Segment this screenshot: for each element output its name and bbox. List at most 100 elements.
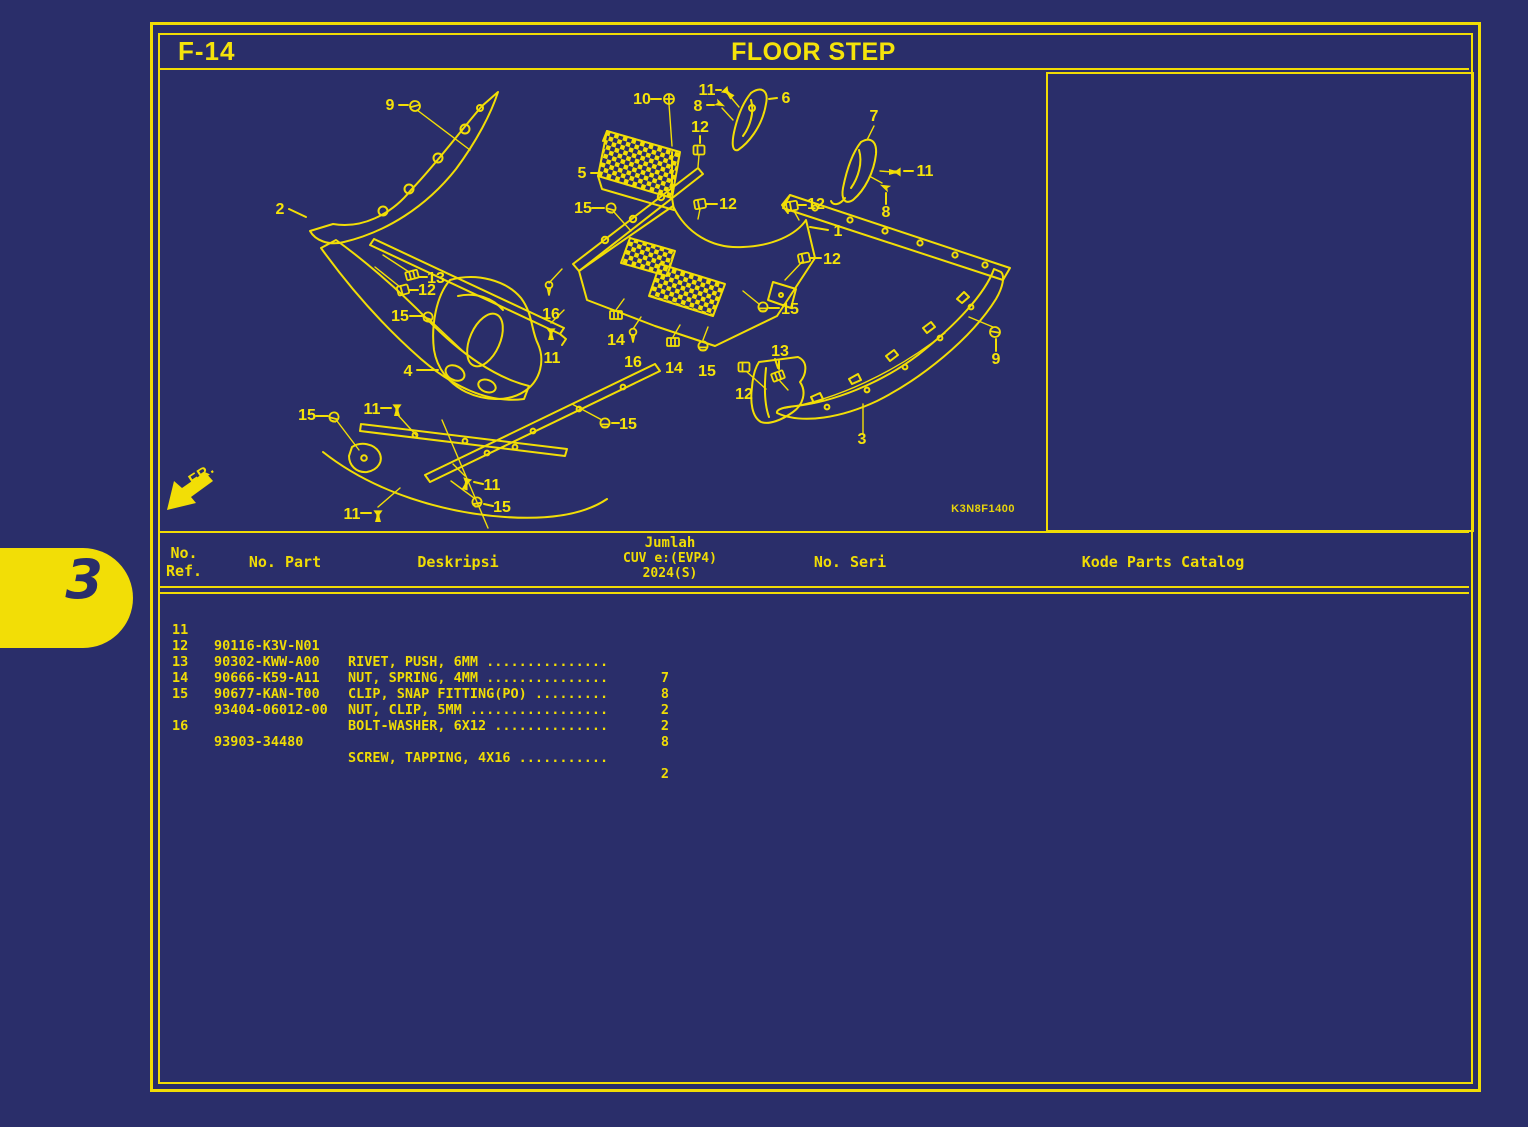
page-title: FLOOR STEP [731, 38, 896, 66]
rivet-icon [372, 509, 384, 523]
part-callout-15: 15 [574, 200, 592, 217]
rivet-icon [459, 476, 474, 492]
cell-desc: BOLT-WASHER, 6X12 .............. [348, 718, 609, 734]
part-callout-12: 12 [823, 251, 841, 268]
content-border [158, 33, 1473, 1084]
part-outlines [309, 88, 1011, 529]
cell-part: 90302-KWW-A00 [214, 654, 320, 670]
cell-part: 90677-KAN-T00 [214, 686, 320, 702]
table-header-rule-2 [158, 592, 1469, 594]
part-callout-12: 12 [719, 196, 737, 213]
part-callout-1: 1 [834, 223, 843, 240]
part-callout-13: 13 [771, 343, 789, 360]
column-header-desc: Deskripsi [417, 553, 499, 571]
cell-ref: 13 [172, 654, 189, 670]
part-callout-16: 16 [624, 354, 642, 371]
part-callout-9: 9 [386, 97, 395, 114]
column-header-part: No. Part [248, 553, 322, 571]
clip-icon [666, 337, 680, 347]
part-callout-15: 15 [619, 416, 637, 433]
cell-qty: 7 [660, 670, 670, 686]
column-header-qty: Jumlah CUV e:(EVP4) 2024(S) [623, 535, 717, 582]
table-row: 13 90666-K59-A11 CLIP, SNAP FITTING(PO) … [0, 638, 1528, 718]
cell-ref: 14 [172, 670, 189, 686]
nut-icon [692, 197, 708, 211]
section-tab-number: 3 [65, 548, 103, 611]
table-header-rule-1 [158, 586, 1469, 588]
cell-part: 90666-K59-A11 [214, 670, 320, 686]
bolt-icon [757, 301, 769, 313]
part-callout-7: 7 [870, 108, 879, 125]
cell-part: 93903-34480 [214, 734, 304, 750]
part-callout-11: 11 [699, 82, 716, 99]
clip-icon [404, 268, 420, 282]
part-callout-8: 8 [694, 98, 703, 115]
nut-icon [796, 251, 812, 265]
part-callout-12: 12 [691, 119, 709, 136]
part-callout-9: 9 [992, 351, 1001, 368]
table-row: 15 93404-06012-00 BOLT-WASHER, 6X12 ....… [0, 670, 1528, 750]
part-callout-5: 5 [578, 165, 587, 182]
cell-desc: CLIP, SNAP FITTING(PO) ......... [348, 686, 609, 702]
rivet-icon [888, 166, 902, 178]
cell-ref: 15 [172, 686, 189, 702]
cell-desc: SCREW, TAPPING, 4X16 ........... [348, 750, 609, 766]
cell-desc: NUT, SPRING, 4MM ............... [348, 670, 609, 686]
part-callout-3: 3 [858, 431, 867, 448]
part-callout-12: 12 [807, 196, 825, 213]
table-row: 11 90116-K3V-N01 RIVET, PUSH, 6MM ......… [0, 606, 1528, 686]
cell-ref: 12 [172, 638, 189, 654]
part-callout-14: 14 [665, 360, 683, 377]
part-callout-15: 15 [698, 363, 716, 380]
part-callout-11: 11 [484, 477, 501, 494]
part-callout-15: 15 [391, 308, 409, 325]
nut-icon [737, 361, 751, 373]
diagram-code: K3N8F1400 [951, 503, 1015, 515]
part-callout-11: 11 [344, 506, 361, 523]
cell-part: 90116-K3V-N01 [214, 638, 320, 654]
cell-qty: 8 [660, 734, 670, 750]
cell-desc: NUT, CLIP, 5MM ................. [348, 702, 609, 718]
bolt-icon [327, 410, 341, 424]
part-callout-12: 12 [735, 386, 753, 403]
cell-qty: 2 [660, 718, 670, 734]
column-header-ref: No. Ref. [165, 544, 203, 580]
header-bar: F-14 FLOOR STEP [158, 33, 1469, 70]
leader-lines [336, 94, 994, 508]
page-code: F-14 [178, 36, 236, 66]
part-callout-11: 11 [364, 401, 381, 418]
part-callout-15: 15 [781, 301, 799, 318]
part-callout-13: 13 [427, 270, 445, 287]
table-top-rule [158, 531, 1469, 533]
table-row: 16 93903-34480 SCREW, TAPPING, 4X16 ....… [0, 702, 1528, 782]
bolt-icon [604, 201, 618, 215]
nut-icon [692, 144, 706, 156]
cell-qty: 8 [660, 686, 670, 702]
table-row: 12 90302-KWW-A00 NUT, SPRING, 4MM ......… [0, 622, 1528, 702]
part-callout-11: 11 [544, 350, 561, 367]
rivet-icon [391, 403, 403, 417]
fr-arrow-icon [167, 472, 213, 510]
cell-part: 93404-06012-00 [214, 702, 328, 718]
column-header-seri: No. Seri [813, 553, 887, 571]
part-callout-2: 2 [276, 201, 285, 218]
nut-icon [784, 199, 800, 213]
callout-dashes [288, 89, 997, 514]
cell-qty: 2 [660, 702, 670, 718]
section-tab[interactable]: 3 [0, 548, 133, 648]
part-callout-12: 12 [418, 282, 436, 299]
page-border [150, 22, 1481, 1092]
column-header-catalog: Kode Parts Catalog [1081, 553, 1245, 571]
part-callout-14: 14 [607, 332, 625, 349]
screw-8-icon [713, 97, 728, 111]
rivet-icon [545, 327, 557, 341]
part-callout-15: 15 [298, 407, 316, 424]
cell-qty: 2 [660, 766, 670, 782]
screw-icon [407, 98, 423, 114]
part-callout-16: 16 [542, 306, 560, 323]
rivet-icon [720, 85, 737, 102]
fastener-icons [327, 85, 1002, 523]
